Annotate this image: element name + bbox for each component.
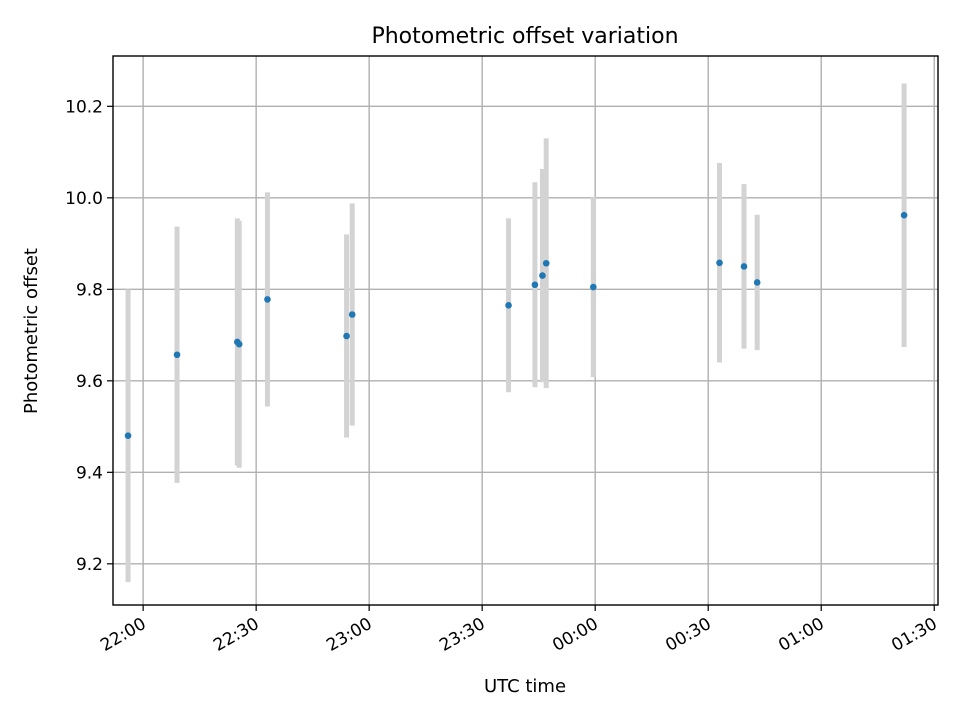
x-tick-label: 23:00 <box>323 614 375 656</box>
data-point <box>343 332 350 340</box>
grid <box>113 56 938 605</box>
data-point <box>740 263 748 270</box>
x-tick-label: 01:00 <box>775 614 827 656</box>
plot-frame <box>112 55 939 606</box>
y-tick-label: 9.2 <box>76 555 103 575</box>
data-point <box>539 272 546 279</box>
x-ticks: 22:00 22:30 23:00 23:30 00:00 00:30 01:00 01:30 <box>97 605 941 656</box>
y-tick-label: 10.2 <box>65 97 103 117</box>
data-point <box>505 302 512 309</box>
data-point <box>531 281 539 289</box>
y-tick-label: 9.6 <box>76 372 103 392</box>
data-point <box>348 311 356 318</box>
x-tick-label: 00:30 <box>662 614 714 656</box>
x-tick-label: 22:30 <box>210 614 262 656</box>
data-point <box>235 340 243 348</box>
x-tick-label: 01:30 <box>888 614 940 656</box>
data-point <box>542 259 550 267</box>
error-bars <box>125 83 907 583</box>
y-tick-label: 9.4 <box>76 463 103 483</box>
chart-title: Photometric offset variation <box>371 24 678 49</box>
x-tick-label: 00:00 <box>549 614 601 656</box>
y-ticks: 9.2 9.4 9.6 9.8 10.0 10.2 <box>65 97 113 575</box>
x-tick-label: 23:30 <box>436 614 488 656</box>
y-tick-label: 10.0 <box>65 189 103 209</box>
data-point <box>590 283 597 291</box>
data-point <box>124 432 132 440</box>
data-point <box>716 259 723 267</box>
y-tick-label: 9.8 <box>76 280 103 300</box>
x-tick-label: 22:00 <box>97 614 149 656</box>
y-axis-label: Photometric offset <box>21 248 42 414</box>
data-point <box>173 351 181 359</box>
data-point <box>264 296 271 303</box>
x-axis-label: UTC time <box>484 676 566 697</box>
data-point <box>753 279 761 286</box>
data-points <box>124 211 908 440</box>
data-point <box>900 211 908 219</box>
